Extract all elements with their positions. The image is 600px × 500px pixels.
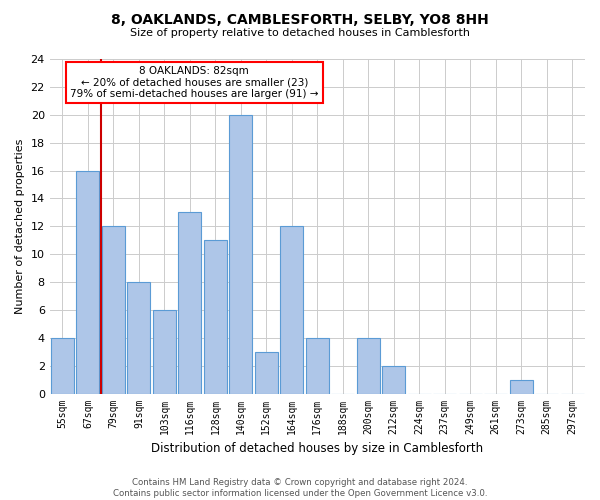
Text: Size of property relative to detached houses in Camblesforth: Size of property relative to detached ho… [130,28,470,38]
Text: Contains HM Land Registry data © Crown copyright and database right 2024.
Contai: Contains HM Land Registry data © Crown c… [113,478,487,498]
Bar [76,170,100,394]
Bar [127,282,151,394]
Bar [204,240,227,394]
Text: 8, OAKLANDS, CAMBLESFORTH, SELBY, YO8 8HH: 8, OAKLANDS, CAMBLESFORTH, SELBY, YO8 8H… [111,12,489,26]
Text: 8 OAKLANDS: 82sqm
← 20% of detached houses are smaller (23)
79% of semi-detached: 8 OAKLANDS: 82sqm ← 20% of detached hous… [70,66,319,99]
Bar [178,212,202,394]
Bar [382,366,405,394]
Y-axis label: Number of detached properties: Number of detached properties [15,138,25,314]
Bar [306,338,329,394]
Bar [255,352,278,394]
Bar [357,338,380,394]
Bar [153,310,176,394]
Bar [51,338,74,394]
X-axis label: Distribution of detached houses by size in Camblesforth: Distribution of detached houses by size … [151,442,484,455]
Bar [280,226,304,394]
Bar [510,380,533,394]
Bar [229,115,253,394]
Bar [102,226,125,394]
